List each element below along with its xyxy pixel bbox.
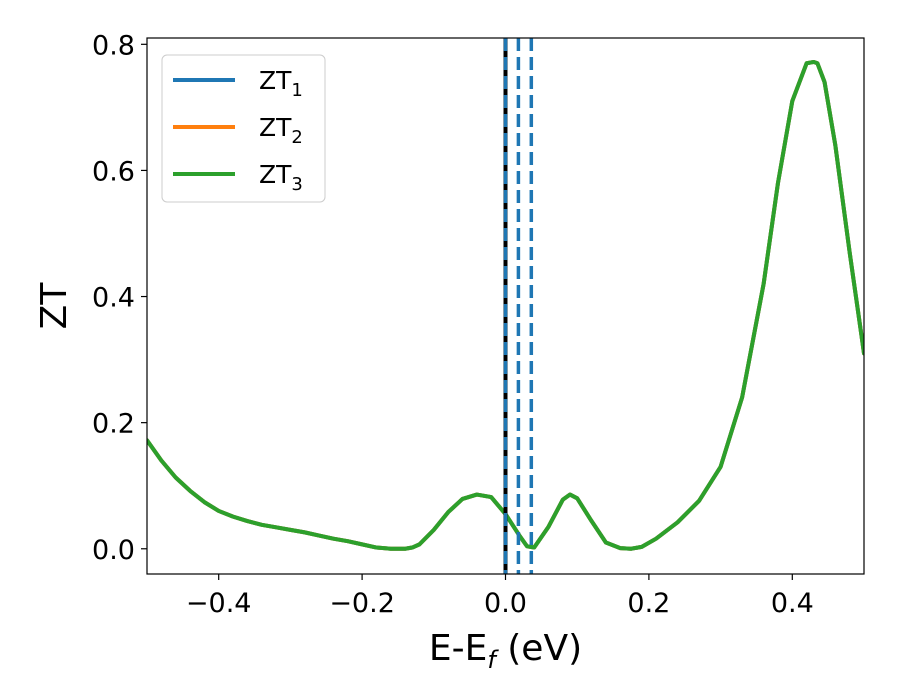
y-tick-label: 0.4 <box>92 283 135 314</box>
legend-box <box>161 54 326 203</box>
x-axis-label: E-Ef (eV) <box>429 628 582 674</box>
x-tick-label: −0.4 <box>186 588 252 619</box>
legend-label-zt1: ZT1 <box>259 66 303 101</box>
y-axis-ticks: 0.0 0.2 0.4 0.6 0.8 <box>92 30 147 566</box>
y-tick-label: 0.6 <box>92 156 135 187</box>
x-tick-label: 0.0 <box>484 588 527 619</box>
x-tick-label: −0.2 <box>329 588 395 619</box>
x-tick-label: 0.2 <box>627 588 670 619</box>
legend: ZT1 ZT2 ZT3 <box>161 54 326 203</box>
y-tick-label: 0.2 <box>92 409 135 440</box>
y-tick-label: 0.8 <box>92 30 135 61</box>
legend-label-zt2: ZT2 <box>259 113 303 148</box>
y-tick-label: 0.0 <box>92 535 135 566</box>
y-axis-label: ZT <box>34 282 75 330</box>
x-axis-ticks: −0.4 −0.2 0.0 0.2 0.4 <box>186 574 814 619</box>
plot-content <box>147 38 864 574</box>
x-tick-label: 0.4 <box>771 588 814 619</box>
legend-label-zt3: ZT3 <box>259 160 303 195</box>
